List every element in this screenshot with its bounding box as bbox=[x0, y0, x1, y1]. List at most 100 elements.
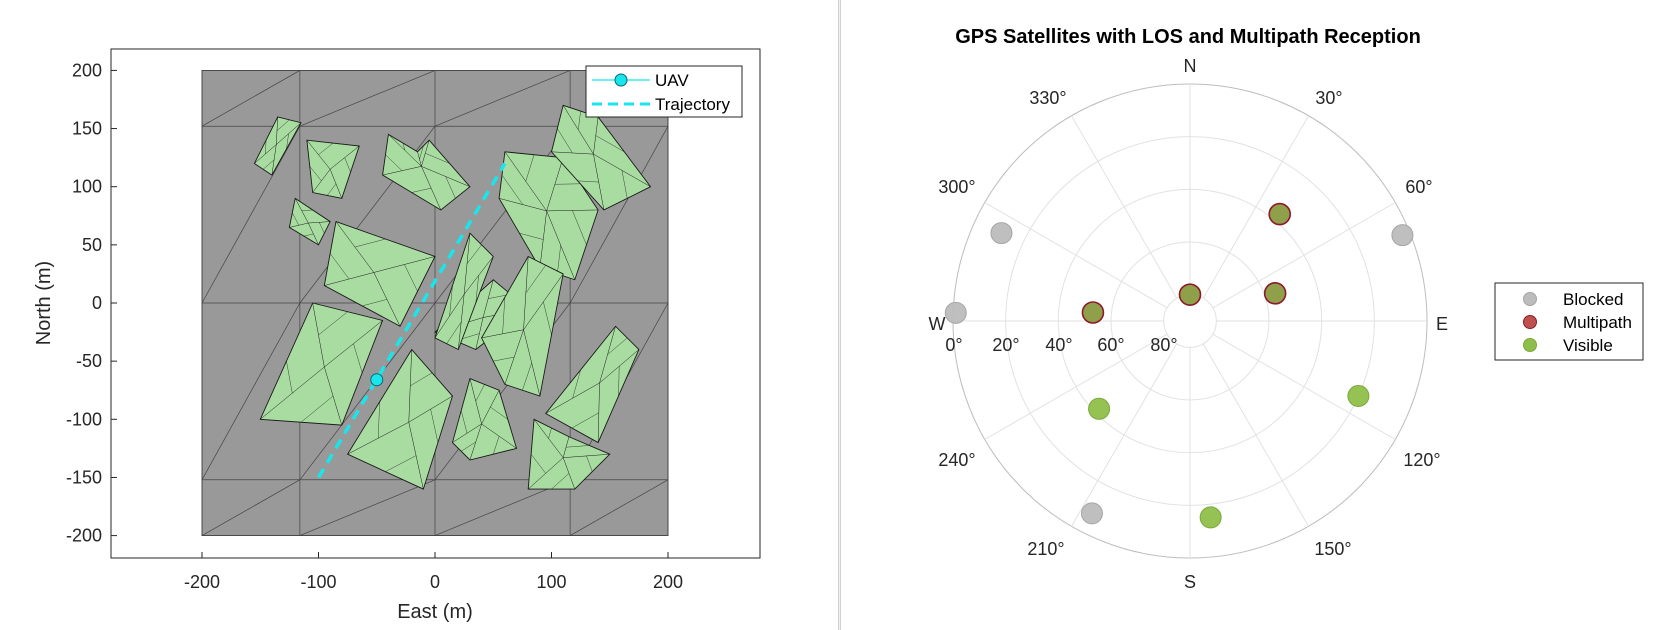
x-tick-label: 0 bbox=[430, 572, 440, 592]
legend-uav-label: UAV bbox=[655, 71, 689, 90]
uav-marker bbox=[370, 373, 384, 387]
building-mesh-line bbox=[445, 176, 456, 199]
building-mesh-line bbox=[519, 233, 544, 240]
x-axis-ticks: -200 -100 0 100 200 bbox=[184, 552, 683, 592]
ground-mesh-line bbox=[201, 479, 301, 536]
y-tick-label: 50 bbox=[82, 235, 102, 255]
elevation-60-label: 60° bbox=[1097, 335, 1124, 355]
y-axis-ticks: 200 150 100 50 0 -50 -100 -150 -200 bbox=[66, 60, 117, 546]
elevation-20-label: 20° bbox=[992, 335, 1019, 355]
x-tick-label: 200 bbox=[653, 572, 683, 592]
building-mesh-line bbox=[411, 187, 432, 193]
azimuth-spoke bbox=[1212, 333, 1396, 440]
building-mesh-line bbox=[543, 301, 552, 336]
map-legend-box bbox=[585, 65, 743, 118]
building-mesh-line bbox=[309, 166, 322, 182]
ground-mesh-line bbox=[299, 302, 436, 480]
building-mesh-line bbox=[318, 311, 348, 336]
ground-mesh-line bbox=[201, 126, 301, 304]
buildings-layer bbox=[253, 104, 652, 490]
skyplot-labels: N E S W 330° 30° 60° 300° 240° 120° 210°… bbox=[929, 56, 1449, 592]
legend-blocked-label: Blocked bbox=[1563, 290, 1623, 309]
building-mesh-line bbox=[618, 366, 620, 397]
building-mesh-line bbox=[466, 244, 482, 264]
building-mesh-line bbox=[292, 212, 300, 226]
azimuth-spoke bbox=[1212, 202, 1396, 309]
building-mesh-line bbox=[449, 285, 453, 317]
building-mesh-line bbox=[286, 361, 293, 394]
building-mesh-line bbox=[286, 133, 289, 149]
y-tick-label: 150 bbox=[72, 119, 102, 139]
building-mesh-line bbox=[578, 111, 581, 130]
uav-map-chart: -200 -100 0 100 200 200 150 100 50 0 -50 -100 -150 -… bbox=[33, 48, 761, 623]
building-mesh-line bbox=[475, 275, 479, 304]
satellite-visible-11 bbox=[1199, 506, 1222, 529]
satellite-blocked-2 bbox=[1391, 224, 1414, 247]
direction-n-label: N bbox=[1184, 56, 1197, 76]
satellite-blocked-1 bbox=[990, 222, 1013, 245]
ground-mesh-line bbox=[569, 126, 669, 304]
building-mesh-line bbox=[551, 473, 570, 490]
elevation-80-label: 80° bbox=[1150, 335, 1177, 355]
x-tick-label: -100 bbox=[300, 572, 336, 592]
building-mesh-line bbox=[525, 154, 535, 182]
direction-s-label: S bbox=[1184, 572, 1196, 592]
building-mesh-line bbox=[599, 349, 640, 384]
satellite-visible-10 bbox=[1088, 397, 1111, 420]
building-mesh-line bbox=[402, 143, 406, 151]
building-mesh-line bbox=[301, 209, 313, 211]
y-tick-label: -150 bbox=[66, 467, 102, 487]
satellite-multipath-6 bbox=[1263, 282, 1287, 305]
x-axis-label: East (m) bbox=[397, 601, 473, 623]
building-mesh-line bbox=[318, 142, 334, 155]
building-mesh-line bbox=[586, 455, 593, 472]
building-mesh-line bbox=[607, 337, 628, 355]
legend-trajectory-label: Trajectory bbox=[655, 95, 730, 114]
azimuth-spoke bbox=[984, 333, 1168, 440]
x-tick-label: -200 bbox=[184, 572, 220, 592]
legend-uav-marker bbox=[614, 73, 628, 87]
building-mesh-line bbox=[577, 180, 599, 183]
satellite-blocked-4 bbox=[1080, 502, 1103, 525]
building-mesh-line bbox=[522, 362, 532, 391]
ground-mesh-line bbox=[299, 479, 436, 536]
azimuth-330-label: 330° bbox=[1029, 88, 1066, 108]
building-mesh-line bbox=[490, 406, 508, 420]
azimuth-120-label: 120° bbox=[1403, 450, 1440, 470]
building-mesh-line bbox=[265, 140, 267, 155]
building-mesh-line bbox=[329, 253, 350, 280]
azimuth-spoke bbox=[984, 202, 1168, 309]
building-mesh-line bbox=[525, 265, 546, 294]
building-mesh-line bbox=[523, 273, 564, 330]
y-tick-label: 0 bbox=[92, 293, 102, 313]
satellite-visible-9 bbox=[1347, 384, 1370, 407]
ground-mesh-line bbox=[434, 70, 571, 127]
ground-mesh-line bbox=[201, 70, 301, 127]
building-mesh-line bbox=[419, 145, 424, 160]
building-mesh-line bbox=[461, 441, 476, 452]
building-mesh-line bbox=[388, 134, 422, 167]
building-mesh-line bbox=[308, 221, 331, 224]
trajectory-layer bbox=[316, 162, 507, 479]
map-legend: UAV Trajectory bbox=[585, 65, 743, 118]
azimuth-150-label: 150° bbox=[1314, 539, 1351, 559]
building-mesh-line bbox=[621, 170, 628, 199]
skyplot-legend-box bbox=[1494, 282, 1644, 361]
azimuth-300-label: 300° bbox=[938, 177, 975, 197]
building-mesh-line bbox=[548, 427, 552, 439]
building-mesh-line bbox=[566, 445, 590, 448]
trajectory-line bbox=[316, 162, 507, 479]
skyplot-panel: GPS Satellites with LOS and Multipath Re… bbox=[840, 0, 1680, 630]
x-tick-label: 100 bbox=[536, 572, 566, 592]
building-mesh-line bbox=[481, 329, 524, 339]
building-mesh-line bbox=[303, 233, 314, 237]
y-axis-label: North (m) bbox=[33, 261, 55, 345]
azimuth-spoke bbox=[1202, 343, 1309, 527]
direction-e-label: E bbox=[1436, 314, 1448, 334]
satellites-layer bbox=[944, 202, 1414, 529]
azimuth-spoke bbox=[1071, 115, 1178, 299]
building-mesh-line bbox=[461, 410, 468, 434]
building-mesh-line bbox=[385, 154, 403, 171]
building-mesh-line bbox=[572, 210, 587, 245]
satellite-multipath-8 bbox=[1178, 283, 1202, 306]
